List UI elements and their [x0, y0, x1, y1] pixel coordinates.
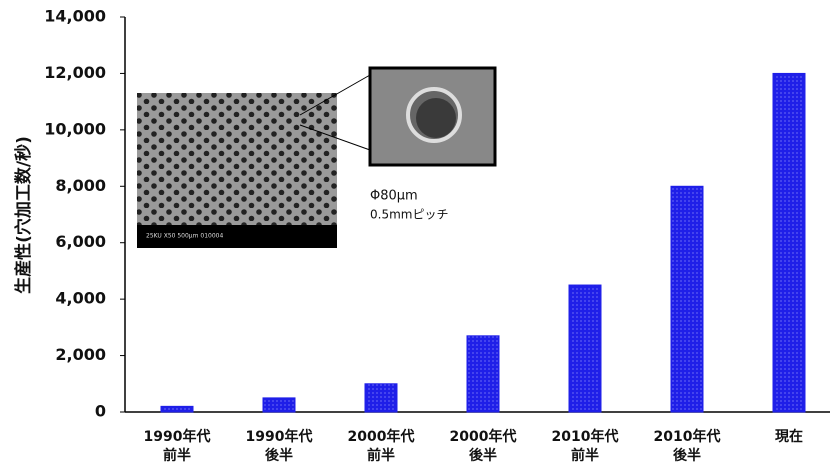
y-tick-label: 10,000	[44, 119, 106, 138]
annotation: 0.5mmピッチ	[370, 208, 448, 222]
x-tick-label: 前半	[163, 447, 191, 464]
sem-photo: 25KU X50 500μm 010004 Φ80μm 0.5mmピッチ	[137, 68, 495, 248]
bar	[263, 398, 295, 412]
bar	[773, 73, 805, 412]
x-tick-label: 2010年代	[552, 428, 619, 445]
x-tick-label: 2000年代	[450, 428, 517, 445]
x-tick-label: 前半	[571, 447, 599, 464]
bar	[671, 186, 703, 412]
y-tick-label: 12,000	[44, 63, 106, 82]
x-tick-label: 後半	[673, 447, 701, 464]
x-tick-label: 後半	[265, 447, 293, 464]
chart: 生産性(穴加工数/秒) 0 2,000 4,000 6,000 8,000 10,000 1…	[0, 0, 840, 465]
y-tick-label: 0	[95, 402, 106, 421]
bar	[467, 336, 499, 412]
x-tick-label: 2010年代	[654, 428, 721, 445]
zoom-hole-inner	[416, 98, 456, 138]
y-axis-label: 生産性(穴加工数/秒)	[13, 136, 34, 294]
x-tick-label: 前半	[367, 447, 395, 464]
bar	[365, 384, 397, 412]
x-tick-label: 後半	[469, 447, 497, 464]
x-tick-label: 1990年代	[144, 428, 211, 445]
sem-image	[137, 93, 337, 248]
x-tick-label: 1990年代	[246, 428, 313, 445]
y-tick-label: 14,000	[44, 7, 106, 26]
y-tick-label: 4,000	[55, 289, 106, 308]
sem-caption: 25KU X50 500μm 010004	[146, 233, 223, 240]
x-tick-label: 2000年代	[348, 428, 415, 445]
bar	[569, 285, 601, 412]
annotation: Φ80μm	[370, 189, 418, 204]
y-tick-label: 2,000	[55, 345, 106, 364]
y-tick-label: 8,000	[55, 176, 106, 195]
bar	[161, 406, 193, 412]
y-tick-label: 6,000	[55, 232, 106, 251]
x-tick-label: 現在	[775, 428, 803, 445]
